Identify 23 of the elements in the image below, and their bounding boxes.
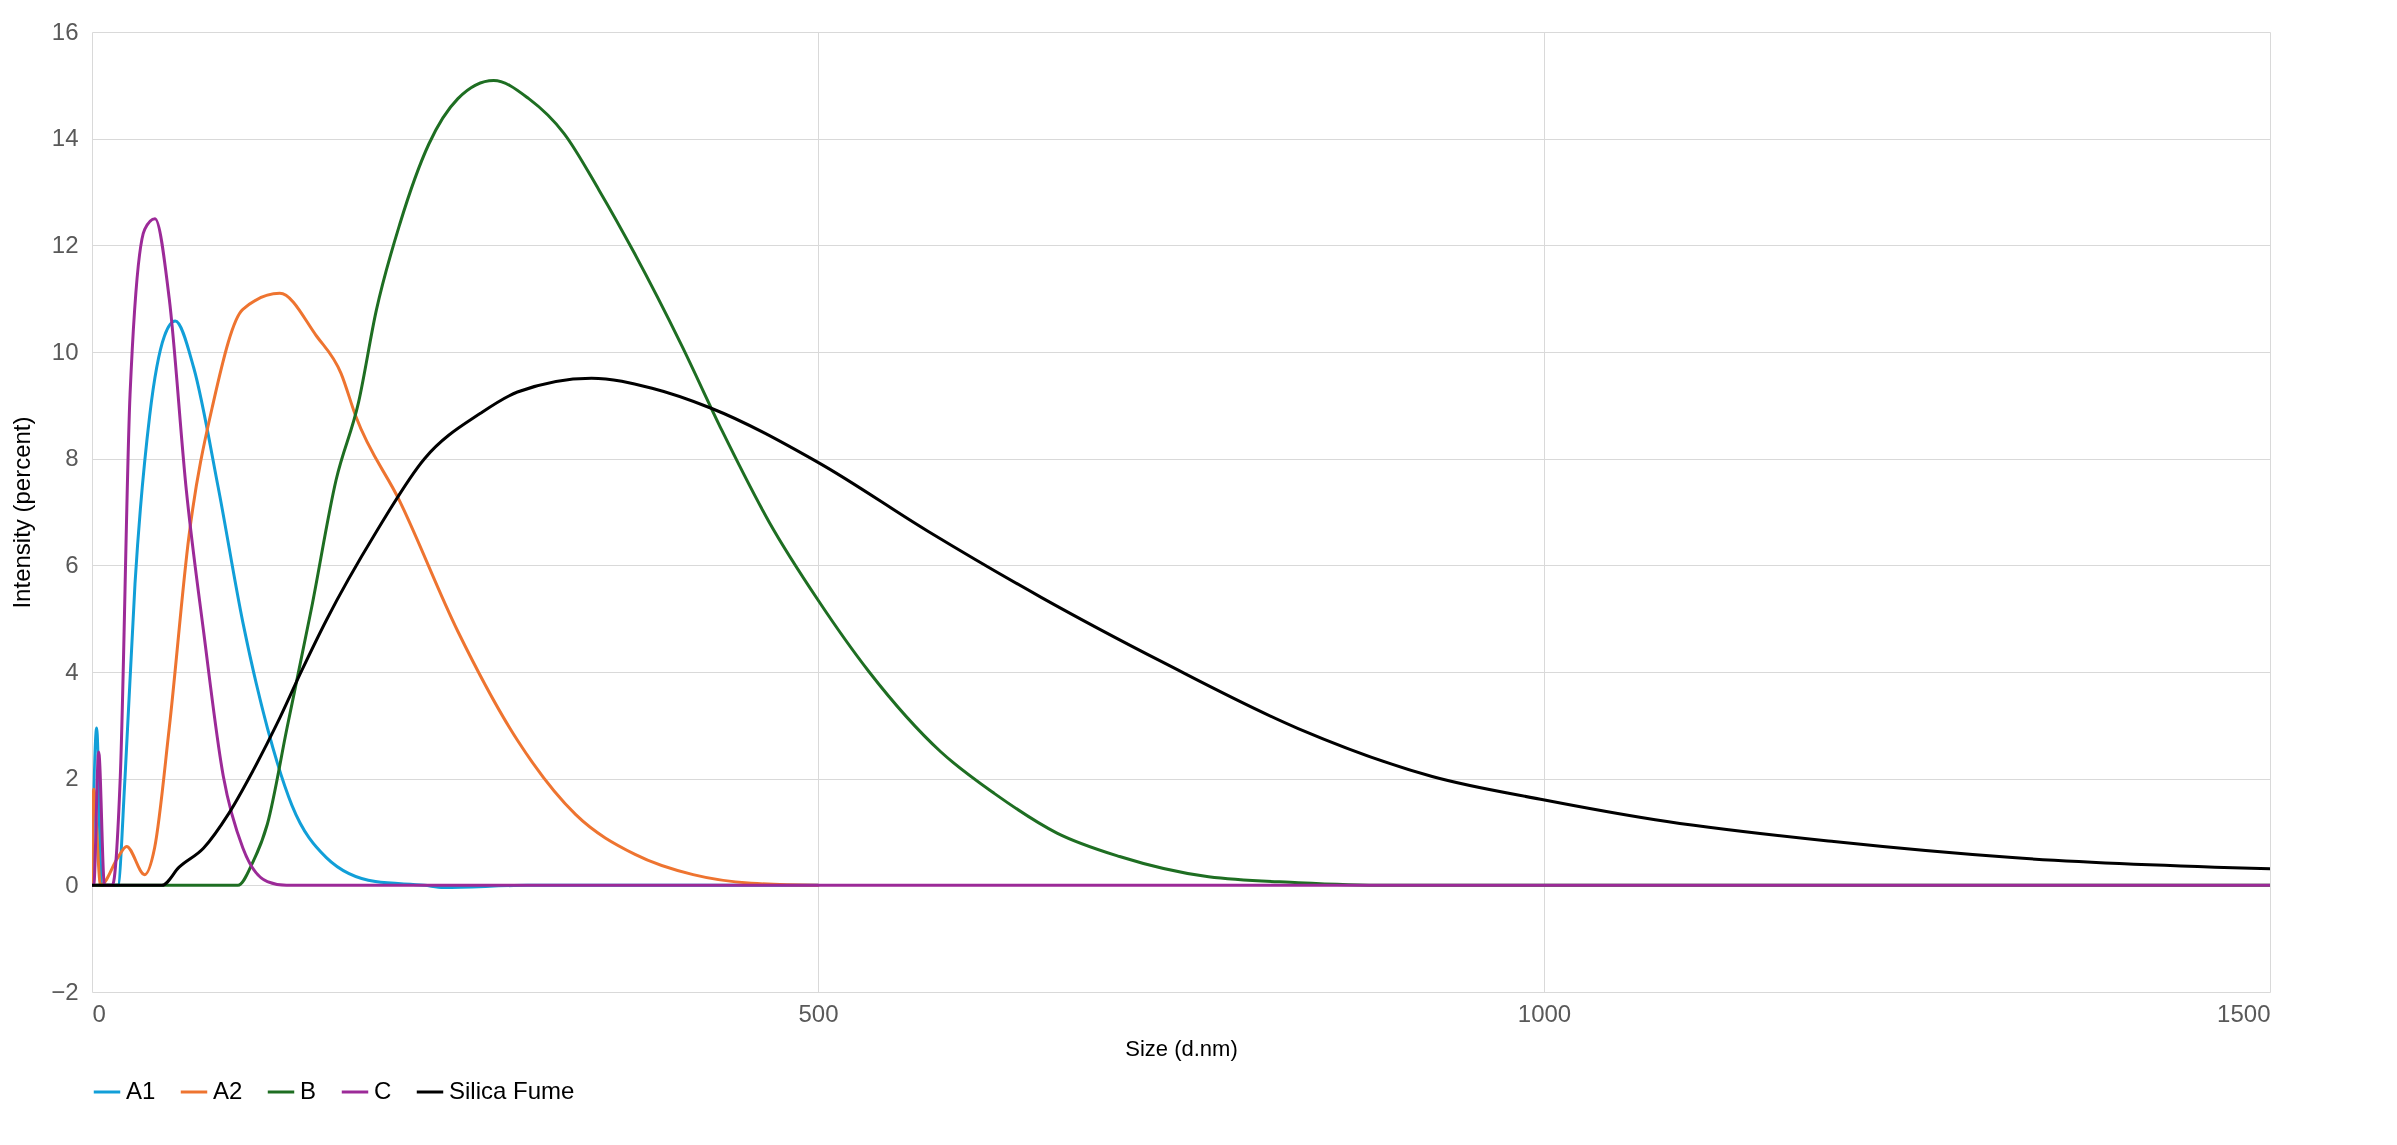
legend-label: Silica Fume	[449, 1077, 575, 1104]
x-tick-label: 1500	[2217, 999, 2271, 1027]
y-tick-label: 16	[51, 17, 79, 45]
y-tick-label: 6	[65, 550, 79, 578]
x-tick-label: 500	[798, 999, 839, 1027]
legend-label: C	[374, 1077, 392, 1104]
y-tick-label: 0	[65, 870, 79, 898]
legend-label: B	[300, 1077, 317, 1104]
legend-label: A2	[213, 1077, 243, 1104]
y-tick-label: −2	[51, 977, 79, 1005]
y-tick-label: 12	[51, 230, 79, 258]
y-axis-title: Intensity (percent)	[8, 416, 36, 609]
y-tick-label: 2	[65, 764, 79, 792]
x-axis-title: Size (d.nm)	[1125, 1035, 1238, 1061]
y-tick-label: 10	[51, 337, 79, 365]
x-tick-label: 0	[92, 999, 106, 1027]
y-tick-label: 4	[65, 657, 79, 685]
x-tick-label: 1000	[1517, 999, 1572, 1027]
line-series	[92, 376, 2270, 887]
line-series	[92, 217, 2270, 887]
y-tick-label: 14	[51, 124, 79, 152]
legend-label: A1	[126, 1077, 156, 1104]
y-tick-label: 8	[65, 444, 79, 472]
